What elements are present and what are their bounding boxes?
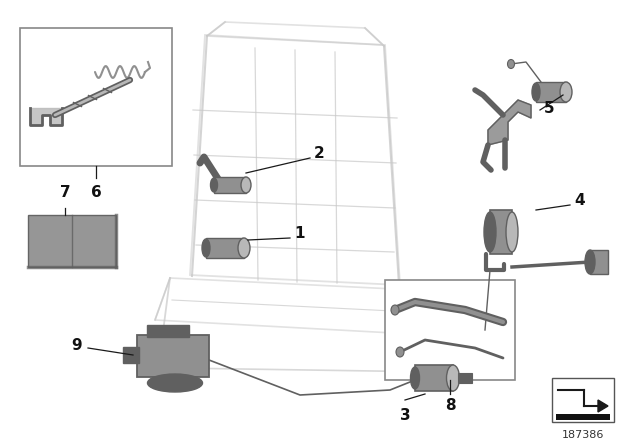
Bar xyxy=(415,365,453,391)
Ellipse shape xyxy=(447,365,460,391)
Ellipse shape xyxy=(484,212,496,252)
Bar xyxy=(458,373,472,383)
Ellipse shape xyxy=(560,82,572,102)
Ellipse shape xyxy=(585,250,595,274)
Text: 2: 2 xyxy=(314,146,324,160)
Ellipse shape xyxy=(147,374,202,392)
Bar xyxy=(490,210,512,254)
Polygon shape xyxy=(598,400,608,412)
Text: 187386: 187386 xyxy=(562,430,604,440)
Ellipse shape xyxy=(532,83,540,101)
Ellipse shape xyxy=(396,347,404,357)
Bar xyxy=(556,414,610,420)
Ellipse shape xyxy=(202,239,210,257)
Text: 4: 4 xyxy=(574,193,584,207)
Text: 6: 6 xyxy=(91,185,101,200)
Ellipse shape xyxy=(391,305,399,315)
Text: 5: 5 xyxy=(544,100,555,116)
Ellipse shape xyxy=(506,212,518,252)
Bar xyxy=(137,335,209,377)
Ellipse shape xyxy=(508,60,515,69)
Ellipse shape xyxy=(241,177,251,193)
Ellipse shape xyxy=(211,178,218,192)
Text: 1: 1 xyxy=(294,225,305,241)
Polygon shape xyxy=(30,108,62,125)
Bar xyxy=(385,280,515,380)
Bar xyxy=(20,28,172,166)
Ellipse shape xyxy=(410,367,419,389)
Text: 9: 9 xyxy=(72,337,82,353)
Text: 7: 7 xyxy=(60,185,70,200)
Text: 8: 8 xyxy=(445,398,455,413)
Bar xyxy=(28,215,116,267)
Bar xyxy=(147,325,189,337)
Ellipse shape xyxy=(238,238,250,258)
Bar xyxy=(123,347,139,363)
Bar xyxy=(590,250,608,274)
Text: 3: 3 xyxy=(400,408,410,423)
Polygon shape xyxy=(488,100,531,145)
Bar xyxy=(536,82,566,102)
Bar xyxy=(552,378,614,422)
Bar xyxy=(214,177,246,193)
Bar xyxy=(206,238,244,258)
